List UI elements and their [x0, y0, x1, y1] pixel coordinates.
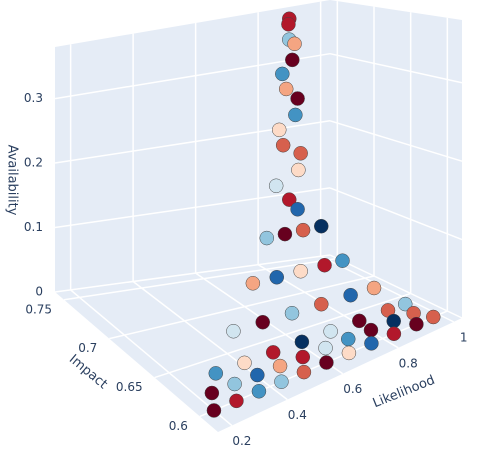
marker: [341, 345, 357, 361]
marker: [314, 218, 329, 234]
grid-line: [329, 187, 463, 241]
marker: [285, 52, 300, 68]
grid-line: [70, 289, 233, 427]
marker: [343, 287, 358, 303]
marker: [245, 276, 261, 291]
marker: [204, 385, 220, 401]
marker: [287, 36, 302, 52]
back-pane: [55, 0, 330, 292]
y-tick-label: 0.7: [78, 341, 97, 355]
marker: [281, 17, 296, 32]
marker: [265, 345, 281, 360]
marker: [255, 314, 270, 330]
marker: [323, 324, 338, 339]
marker: [277, 226, 293, 242]
z-tick-label: 0.1: [24, 220, 43, 234]
y-tick-label: 0.65: [116, 380, 143, 394]
marker: [366, 280, 382, 296]
marker: [229, 393, 244, 409]
marker: [386, 326, 402, 342]
marker: [278, 81, 294, 97]
x-tick-label: 0.6: [343, 382, 362, 396]
grid-line: [329, 254, 463, 319]
marker: [352, 313, 367, 329]
x-tick-label: 0.2: [232, 434, 251, 448]
marker: [364, 336, 379, 351]
marker: [363, 322, 379, 338]
marker: [293, 146, 308, 161]
marker: [295, 222, 311, 238]
marker: [290, 91, 305, 106]
marker: [317, 257, 332, 273]
marker: [251, 384, 267, 399]
marker: [269, 270, 285, 285]
marker: [288, 107, 303, 123]
marker: [397, 296, 413, 312]
marker: [293, 263, 308, 279]
marker: [206, 403, 222, 418]
grid-line: [329, 120, 463, 162]
grid-line: [154, 292, 411, 379]
marker: [282, 192, 297, 207]
marker: [295, 349, 311, 365]
grid-line: [329, 52, 463, 84]
marker: [426, 309, 441, 325]
marker: [335, 253, 350, 268]
marker: [274, 374, 289, 389]
grid-line: [54, 254, 331, 293]
marker: [275, 66, 290, 82]
marker: [226, 323, 241, 339]
marker: [275, 137, 291, 153]
x-axis-title: Likelihood: [371, 373, 437, 411]
y-tick-label: 0.6: [169, 419, 188, 433]
grid-line: [54, 52, 331, 100]
x-tick-label: 1: [460, 330, 468, 344]
marker: [386, 313, 401, 329]
side-pane: [330, 0, 462, 318]
grid-line: [109, 275, 375, 340]
marker: [294, 334, 310, 350]
marker: [284, 305, 300, 321]
grid-line: [63, 257, 338, 301]
z-tick-label: 0: [35, 285, 43, 299]
marker: [319, 355, 334, 370]
marker: [296, 364, 312, 380]
marker: [237, 355, 252, 371]
marker: [272, 122, 287, 138]
marker: [250, 367, 265, 383]
marker: [208, 366, 224, 381]
marker: [318, 340, 333, 356]
x-tick-label: 0.4: [288, 408, 307, 422]
marker: [314, 296, 329, 312]
marker: [291, 162, 306, 178]
z-tick-label: 0.3: [24, 91, 43, 105]
marker: [259, 230, 275, 246]
y-axis-title: Impact: [66, 352, 110, 392]
marker: [290, 202, 305, 217]
y-tick-label: 0.75: [25, 302, 52, 316]
marker: [272, 358, 288, 374]
marker: [341, 331, 356, 347]
marker: [268, 178, 284, 194]
z-tick-label: 0.2: [24, 156, 43, 170]
marker: [227, 376, 242, 392]
marker: [409, 316, 424, 332]
z-axis-title: Availability: [5, 145, 20, 216]
x-tick-label: 0.8: [399, 356, 418, 370]
